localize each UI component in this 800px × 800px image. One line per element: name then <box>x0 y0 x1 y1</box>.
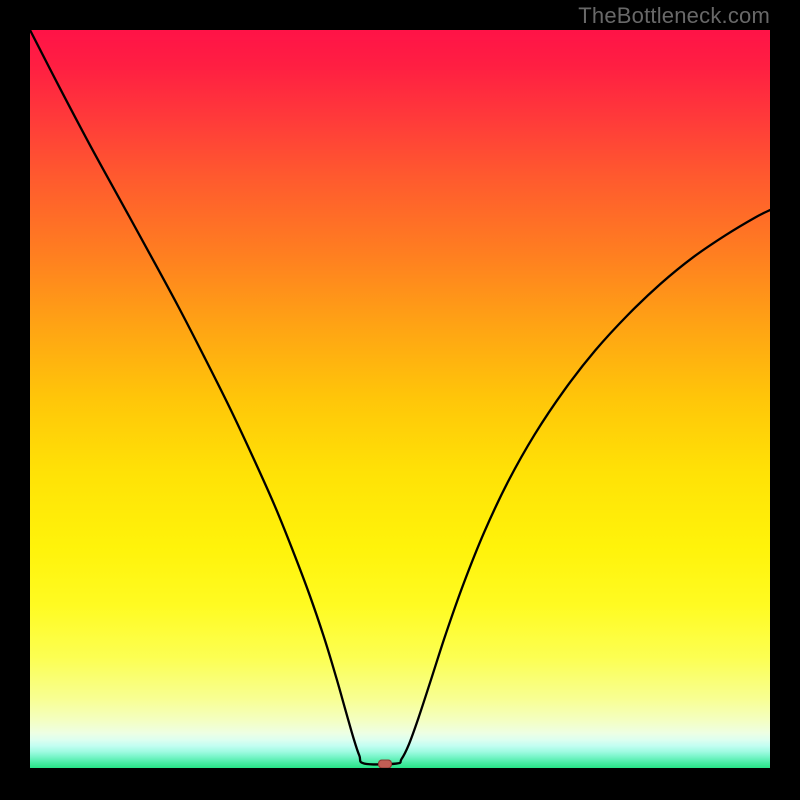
bottleneck-curve <box>30 30 770 768</box>
chart-outer: TheBottleneck.com <box>0 0 800 800</box>
curve-path <box>30 30 770 764</box>
optimum-marker <box>378 759 392 768</box>
plot-area <box>30 30 770 768</box>
watermark-text: TheBottleneck.com <box>578 3 770 29</box>
